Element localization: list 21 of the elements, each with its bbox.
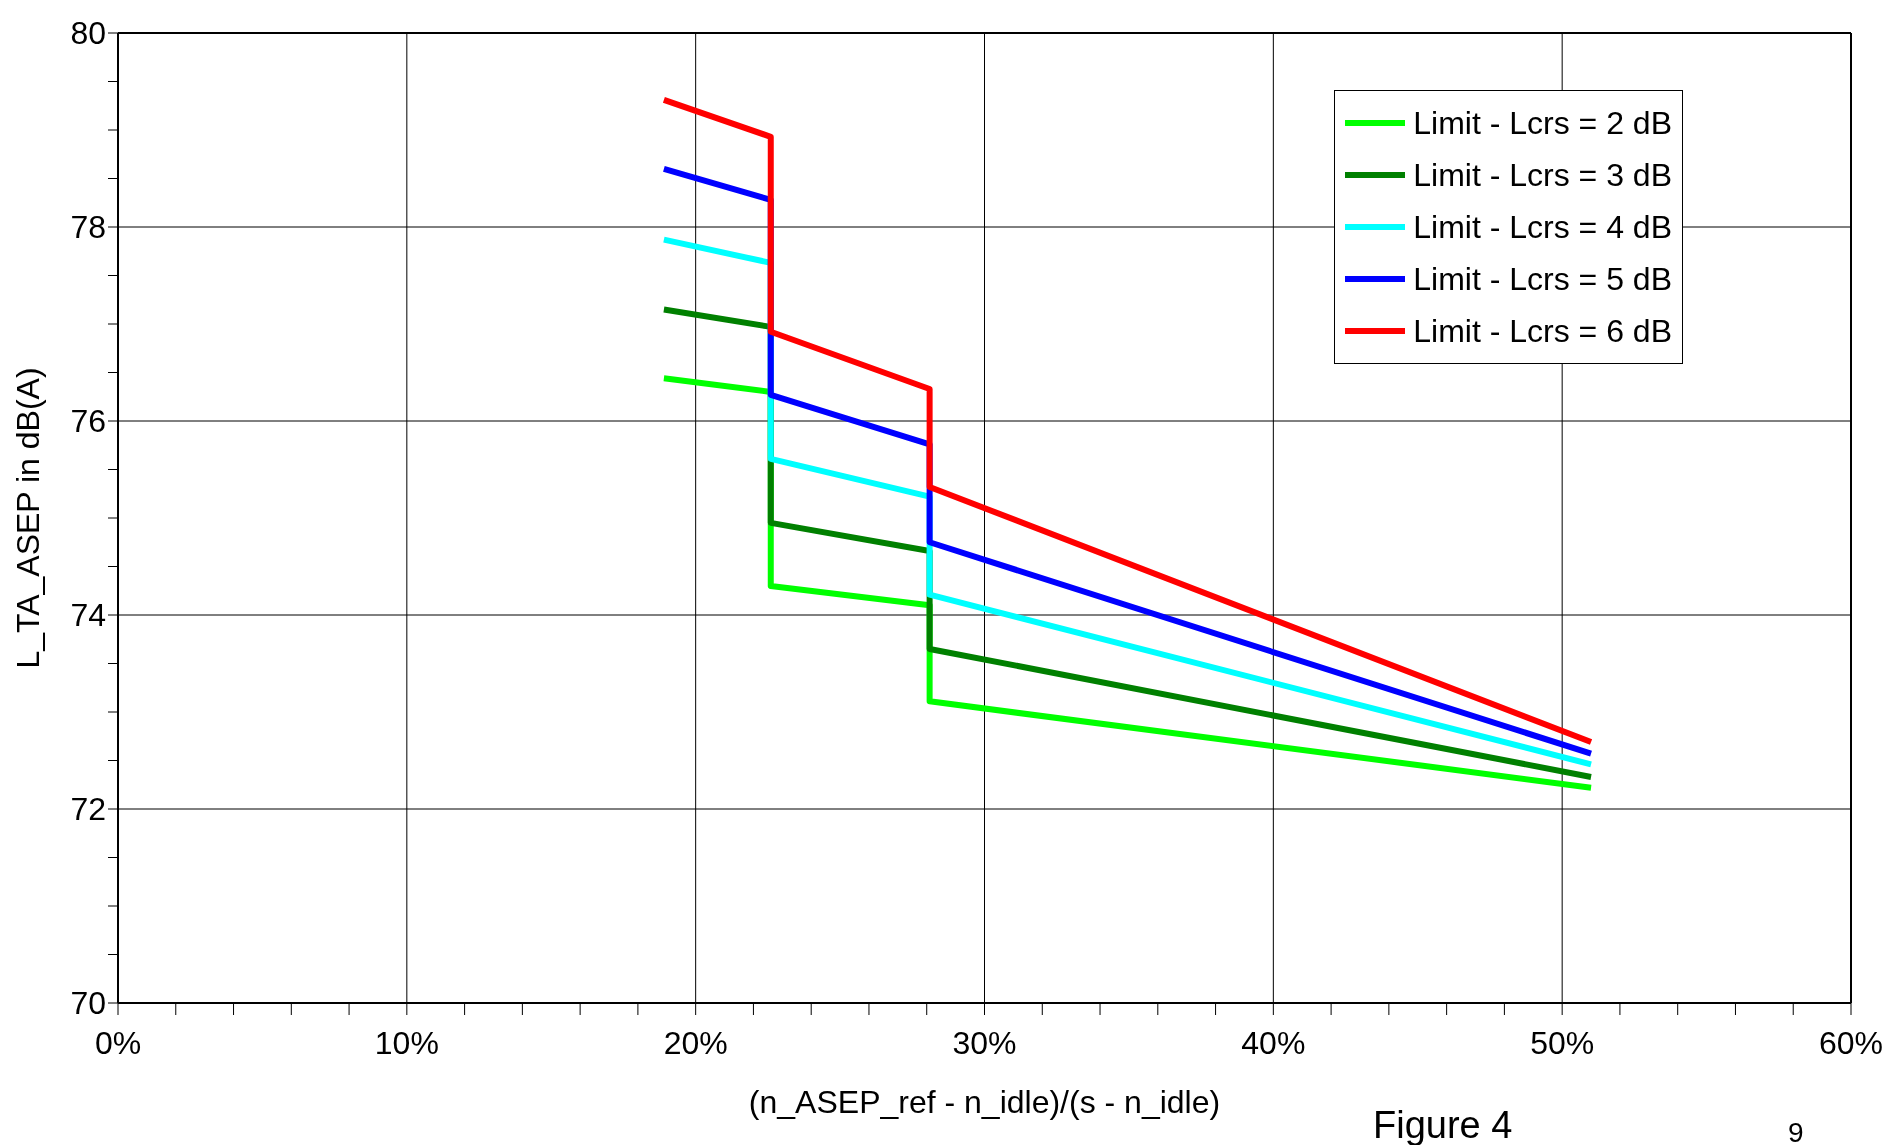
y-tick-label: 78	[70, 209, 106, 246]
x-axis-title: (n_ASEP_ref - n_idle)/(s - n_idle)	[748, 1084, 1221, 1120]
x-tick-label: 10%	[374, 1024, 439, 1061]
x-tick-label: 20%	[663, 1024, 728, 1061]
y-tick-label: 72	[70, 791, 106, 828]
x-tick-label: 50%	[1530, 1024, 1595, 1061]
x-tick-label: 30%	[952, 1024, 1017, 1061]
y-axis-title: L_TA_ASEP in dB(A)	[10, 367, 47, 669]
x-tick-label: 0%	[94, 1024, 142, 1061]
x-tick-label: 40%	[1241, 1024, 1306, 1061]
legend-label: Limit - Lcrs = 2 dB	[1413, 104, 1672, 143]
y-tick-label: 76	[70, 403, 106, 440]
x-tick-label: 60%	[1818, 1024, 1883, 1061]
legend-label: Limit - Lcrs = 4 dB	[1413, 208, 1672, 247]
y-tick-label: 80	[70, 15, 106, 52]
y-tick-label: 70	[70, 985, 106, 1022]
legend-label: Limit - Lcrs = 6 dB	[1413, 312, 1672, 351]
legend-label: Limit - Lcrs = 3 dB	[1413, 156, 1672, 195]
text: 9	[1788, 1117, 1804, 1145]
legend-label: Limit - Lcrs = 5 dB	[1413, 260, 1672, 299]
y-tick-label: 74	[70, 597, 106, 634]
